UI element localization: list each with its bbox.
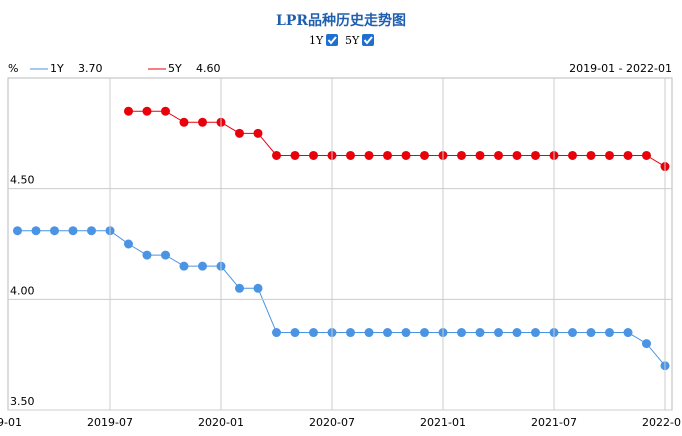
plot	[13, 106, 670, 371]
series-checkbox[interactable]	[362, 34, 374, 46]
plot-frame	[7, 77, 673, 411]
legend-value: 4.60	[196, 62, 221, 75]
x-tick-label: 2020-07	[309, 416, 355, 429]
toggle-label: 5Y	[345, 34, 360, 47]
data-point	[235, 283, 244, 293]
y-unit: %	[8, 62, 18, 75]
data-point	[401, 150, 411, 160]
data-point	[401, 328, 411, 338]
data-point	[346, 328, 355, 338]
data-point	[364, 150, 374, 160]
x-tick-label: 2020-01	[198, 416, 244, 429]
data-point	[457, 150, 466, 160]
data-point	[568, 328, 577, 338]
range-label: 2019-01 - 2022-01	[569, 62, 672, 75]
y-tick-label: 4.50	[10, 174, 35, 187]
data-point	[420, 328, 429, 338]
data-point	[179, 261, 189, 271]
data-point	[272, 328, 281, 338]
series-checkbox[interactable]	[326, 34, 338, 46]
data-point	[475, 150, 485, 160]
data-point	[346, 150, 355, 160]
data-point	[290, 328, 300, 338]
data-point	[309, 328, 318, 338]
chart-title: LPR品种历史走势图	[276, 12, 406, 29]
data-point	[198, 117, 207, 127]
data-point	[531, 328, 540, 338]
data-point	[642, 150, 651, 160]
data-point	[272, 150, 281, 160]
data-point	[31, 226, 41, 236]
data-point	[68, 226, 78, 236]
data-point	[161, 106, 170, 116]
x-tick-label: 2022-01	[642, 416, 682, 429]
data-point	[124, 106, 133, 116]
legend-label: 1Y	[50, 62, 64, 75]
data-point	[309, 150, 318, 160]
data-point	[253, 128, 263, 138]
data-point	[179, 117, 189, 127]
series-line	[17, 230, 666, 367]
data-point	[198, 261, 207, 271]
checkbox-box[interactable]	[326, 34, 338, 46]
data-point	[124, 239, 133, 249]
data-point	[457, 328, 466, 338]
data-point	[420, 150, 429, 160]
series	[13, 226, 670, 371]
data-point	[142, 250, 152, 260]
data-point	[531, 150, 540, 160]
x-tick-label: 2021-07	[531, 416, 577, 429]
data-point	[87, 226, 96, 236]
legend-value: 3.70	[78, 62, 103, 75]
x-tick-label: 2019-07	[87, 416, 133, 429]
checkbox-check	[363, 36, 373, 45]
data-point	[475, 328, 485, 338]
legend-label: 5Y	[168, 62, 182, 75]
data-point	[568, 150, 577, 160]
data-point	[512, 328, 522, 338]
y-tick-label: 4.00	[10, 284, 35, 297]
data-point	[586, 328, 596, 338]
data-point	[235, 128, 244, 138]
series-line	[128, 110, 666, 167]
data-point	[383, 150, 392, 160]
data-point	[494, 328, 503, 338]
data-point	[142, 106, 152, 116]
data-point	[586, 150, 596, 160]
data-point	[364, 328, 374, 338]
data-point	[605, 150, 614, 160]
series	[124, 106, 670, 172]
checkbox-check	[327, 36, 337, 45]
data-point	[623, 150, 633, 160]
data-point	[50, 226, 59, 236]
data-point	[290, 150, 300, 160]
data-point	[253, 283, 263, 293]
data-point	[642, 339, 651, 349]
data-point	[13, 226, 22, 236]
data-point	[512, 150, 522, 160]
data-point	[605, 328, 614, 338]
toggle-label: 1Y	[309, 34, 324, 47]
y-tick-label: 3.50	[10, 395, 35, 408]
x-tick-label: 2019-01	[0, 416, 22, 429]
data-point	[161, 250, 170, 260]
x-tick-label: 2021-01	[420, 416, 466, 429]
data-point	[383, 328, 392, 338]
checkbox-box[interactable]	[362, 34, 374, 46]
data-point	[623, 328, 633, 338]
data-point	[494, 150, 503, 160]
